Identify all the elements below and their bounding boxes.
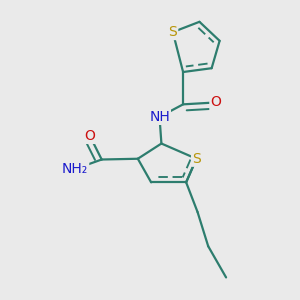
Text: O: O [85, 129, 95, 143]
Text: NH₂: NH₂ [62, 162, 88, 176]
Text: S: S [169, 25, 177, 39]
Text: O: O [210, 95, 221, 110]
Text: S: S [192, 152, 201, 166]
Text: NH: NH [149, 110, 170, 124]
